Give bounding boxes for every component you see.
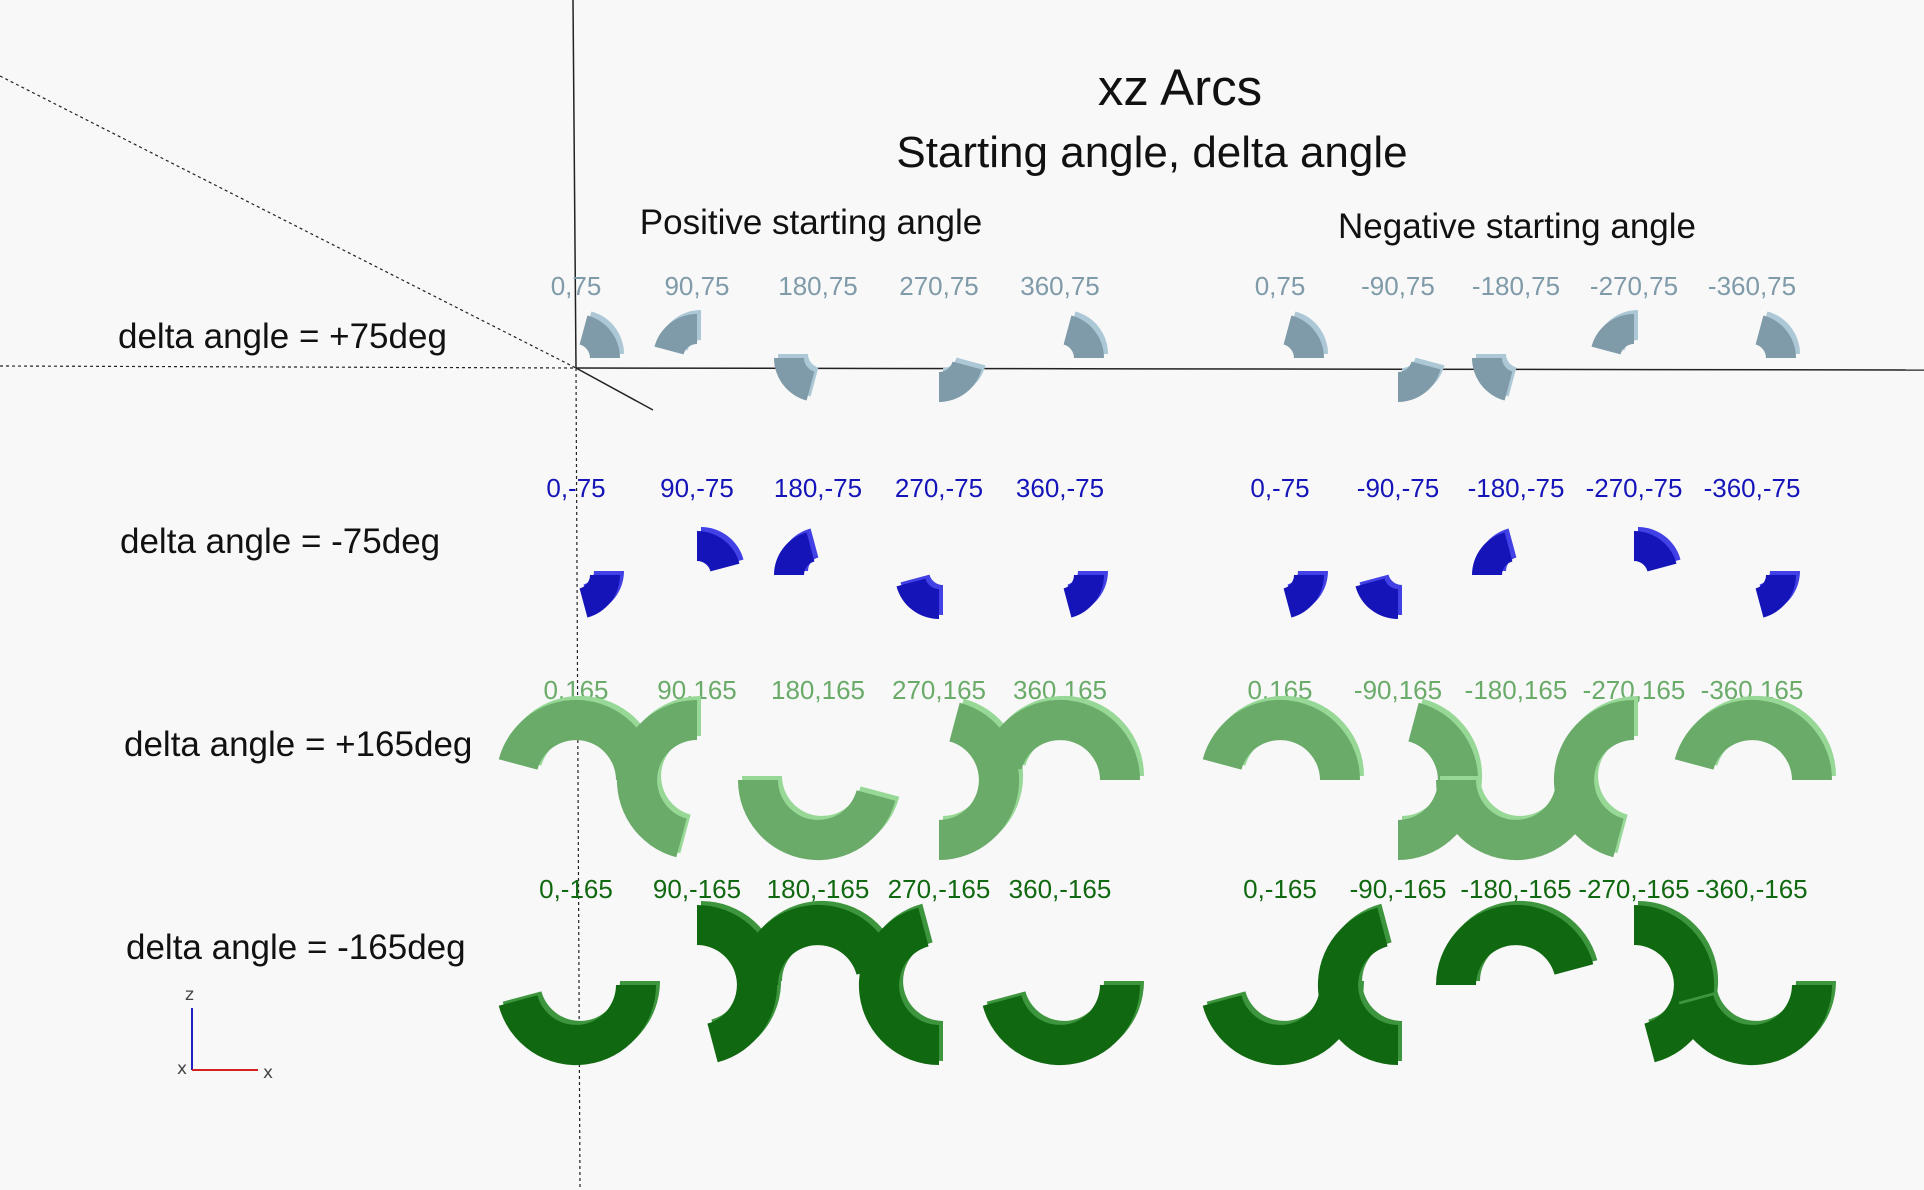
arc-label: 0,-165	[1243, 874, 1317, 904]
y-axis-positive	[575, 367, 654, 411]
axis-indicator: z x x	[177, 985, 273, 1083]
arc-shape[interactable]	[896, 578, 940, 619]
arc-label: 0,-75	[1250, 473, 1309, 503]
arc-label: 180,165	[771, 675, 865, 705]
arc-shape[interactable]	[774, 358, 815, 401]
arc-label: -180,75	[1472, 271, 1560, 301]
arc-shape[interactable]	[858, 907, 939, 1065]
arc-label: 270,165	[892, 675, 986, 705]
arc-shape[interactable]	[1634, 531, 1677, 572]
z-axis-positive	[572, 0, 577, 369]
arc-shape[interactable]	[1553, 699, 1634, 858]
arc-shape[interactable]	[654, 314, 698, 355]
negative-header: Negative starting angle	[1338, 207, 1696, 246]
arc-label: 90,75	[664, 271, 729, 301]
positive-header: Positive starting angle	[640, 203, 982, 242]
arc-shape[interactable]	[1472, 532, 1513, 576]
arc-shape[interactable]	[1283, 575, 1324, 618]
x-axis-negative	[0, 365, 577, 369]
arc-shape[interactable]	[1674, 985, 1833, 1066]
arc-label: 270,-165	[888, 874, 991, 904]
arc-label: 180,-165	[767, 874, 870, 904]
arc-grid: 0,75 90,75 180,75 270,75 360,75 0,75 -90,75 -18…	[498, 271, 1836, 1066]
arc-label: -180,-165	[1460, 874, 1571, 904]
arc-label: -360,75	[1708, 271, 1796, 301]
arc-shape[interactable]	[616, 699, 697, 858]
arc-label: 270,75	[899, 271, 979, 301]
arc-shape[interactable]	[1317, 907, 1398, 1066]
arc-label: 360,75	[1020, 271, 1100, 301]
axis-indicator-y-label: x	[177, 1059, 187, 1079]
row-label-minus75: delta angle = -75deg	[120, 522, 440, 561]
arc-label: 0,-165	[539, 874, 613, 904]
arc-shape[interactable]	[1436, 780, 1594, 861]
arc-label: 0,75	[1255, 271, 1306, 301]
arc-label: -90,-165	[1350, 874, 1447, 904]
arc-shape[interactable]	[1063, 315, 1104, 359]
arc-shape[interactable]	[498, 985, 657, 1066]
row-label-minus165: delta angle = -165deg	[126, 928, 466, 967]
arc-shape[interactable]	[982, 985, 1141, 1066]
arc-label: 180,75	[778, 271, 858, 301]
arc-shape[interactable]	[982, 699, 1141, 780]
arc-shape[interactable]	[1063, 575, 1104, 618]
arc-label: 0,75	[551, 271, 602, 301]
arc-label: 270,-75	[895, 473, 983, 503]
arc-label: -360,-75	[1704, 473, 1801, 503]
arc-label: -180,165	[1465, 675, 1568, 705]
arc-shape[interactable]	[774, 532, 815, 576]
row-label-plus75: delta angle = +75deg	[118, 317, 447, 356]
arc-label: 180,-75	[774, 473, 862, 503]
arc-shape[interactable]	[1398, 361, 1441, 402]
arc-label: -270,-165	[1578, 874, 1689, 904]
arc-label: 360,-165	[1009, 874, 1112, 904]
arc-shape[interactable]	[1755, 315, 1796, 359]
page-subtitle: Starting angle, delta angle	[896, 128, 1407, 177]
arc-shape[interactable]	[1755, 575, 1796, 618]
arc-shape[interactable]	[579, 575, 620, 618]
axis-indicator-z-label: z	[185, 985, 194, 1005]
arc-label: -90,-75	[1357, 473, 1439, 503]
arc-label: -90,75	[1361, 271, 1435, 301]
arc-shape[interactable]	[498, 699, 657, 780]
arc-shape[interactable]	[737, 904, 896, 985]
arc-label: -270,75	[1590, 271, 1678, 301]
arc-shape[interactable]	[1436, 904, 1594, 985]
arc-label: 360,-75	[1016, 473, 1104, 503]
arc-label: 90,-165	[653, 874, 741, 904]
arc-shape[interactable]	[1472, 358, 1513, 401]
arc-label: -180,-75	[1468, 473, 1565, 503]
arc-shape[interactable]	[579, 315, 620, 359]
arc-shape[interactable]	[737, 780, 896, 861]
arc-label: -270,-75	[1586, 473, 1683, 503]
row-label-plus165: delta angle = +165deg	[124, 725, 472, 764]
page-title: xz Arcs	[1098, 59, 1262, 116]
arc-label: 0,-75	[546, 473, 605, 503]
arc-shape[interactable]	[1202, 699, 1360, 780]
arc-label: -360,-165	[1696, 874, 1807, 904]
arc-shape[interactable]	[939, 361, 982, 402]
arc-shape[interactable]	[1674, 699, 1832, 780]
arc-shape[interactable]	[1283, 315, 1324, 359]
arc-label: 90,-75	[660, 473, 734, 503]
arc-shape[interactable]	[1591, 314, 1635, 355]
arc-shape[interactable]	[697, 531, 740, 572]
arc-label: -90,165	[1354, 675, 1442, 705]
axis-indicator-x-label: x	[263, 1063, 273, 1083]
arc-shape[interactable]	[1355, 578, 1399, 619]
